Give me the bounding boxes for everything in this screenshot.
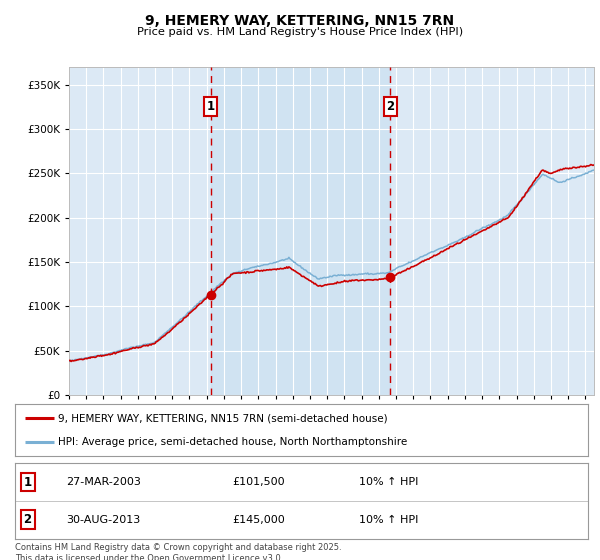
Text: 9, HEMERY WAY, KETTERING, NN15 7RN (semi-detached house): 9, HEMERY WAY, KETTERING, NN15 7RN (semi…: [58, 413, 388, 423]
Text: 9, HEMERY WAY, KETTERING, NN15 7RN: 9, HEMERY WAY, KETTERING, NN15 7RN: [145, 14, 455, 28]
Text: 27-MAR-2003: 27-MAR-2003: [67, 477, 142, 487]
Text: 1: 1: [23, 475, 32, 488]
Text: Contains HM Land Registry data © Crown copyright and database right 2025.
This d: Contains HM Land Registry data © Crown c…: [15, 543, 341, 560]
Text: 2: 2: [23, 514, 32, 526]
Text: 1: 1: [206, 100, 215, 113]
Text: £145,000: £145,000: [233, 515, 286, 525]
Text: Price paid vs. HM Land Registry's House Price Index (HPI): Price paid vs. HM Land Registry's House …: [137, 27, 463, 37]
Bar: [211, 67, 390, 395]
Text: £101,500: £101,500: [233, 477, 286, 487]
Text: 2: 2: [386, 100, 394, 113]
Text: HPI: Average price, semi-detached house, North Northamptonshire: HPI: Average price, semi-detached house,…: [58, 437, 407, 447]
Text: 30-AUG-2013: 30-AUG-2013: [67, 515, 141, 525]
Text: 10% ↑ HPI: 10% ↑ HPI: [359, 477, 418, 487]
Text: 10% ↑ HPI: 10% ↑ HPI: [359, 515, 418, 525]
